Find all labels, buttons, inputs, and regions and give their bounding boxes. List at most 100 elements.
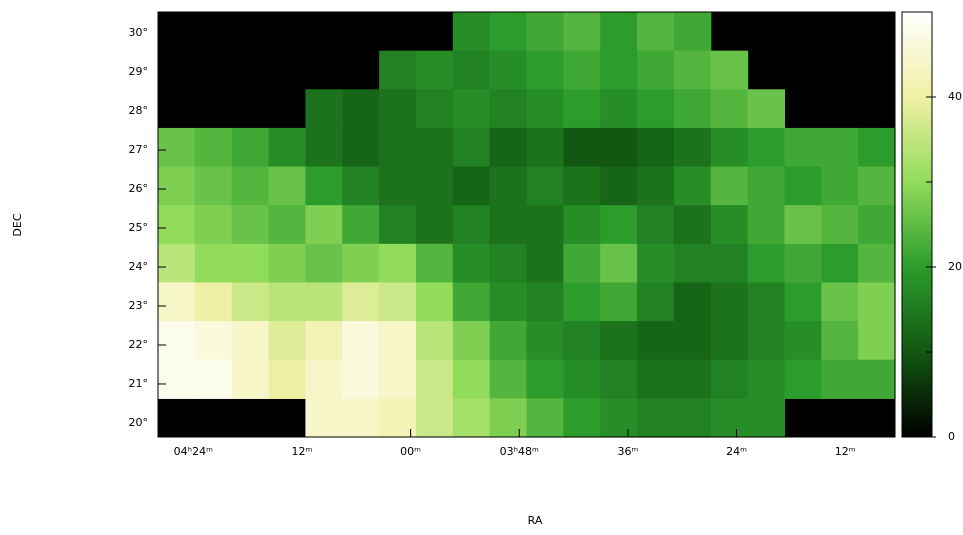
heatmap-cell xyxy=(415,205,454,245)
heatmap-cell xyxy=(379,166,417,206)
heatmap-cell xyxy=(415,398,454,438)
heatmap-cell xyxy=(489,359,528,399)
heatmap-cell xyxy=(526,243,564,284)
y-tick-label: 29° xyxy=(129,65,149,78)
heatmap-cell xyxy=(194,359,233,399)
heatmap-cell xyxy=(673,359,712,399)
heatmap-cell xyxy=(821,205,859,245)
x-axis-title: RA xyxy=(528,514,543,527)
heatmap-cell xyxy=(821,127,859,168)
heatmap-cell xyxy=(600,166,638,206)
heatmap-cell xyxy=(379,205,417,245)
heatmap-cell xyxy=(710,359,749,399)
heatmap-cell xyxy=(673,282,712,322)
heatmap-cell xyxy=(673,89,712,129)
heatmap-cell xyxy=(637,243,675,284)
heatmap-cell xyxy=(747,243,786,284)
heatmap-cell xyxy=(452,12,491,52)
heatmap-cell xyxy=(673,12,712,52)
heatmap-cell xyxy=(747,282,786,322)
heatmap-cell xyxy=(710,321,749,361)
heatmap-cell xyxy=(231,205,270,245)
heatmap-cell xyxy=(821,321,859,361)
heatmap-cell xyxy=(673,398,712,438)
heatmap-cell xyxy=(452,398,491,438)
heatmap-cell xyxy=(305,398,343,438)
heatmap-cell xyxy=(858,282,896,322)
heatmap-cell xyxy=(784,359,822,399)
heatmap-cell xyxy=(231,243,270,284)
heatmap-cell xyxy=(452,282,491,322)
heatmap-cell xyxy=(305,127,343,168)
heatmap-cell xyxy=(342,282,380,322)
heatmap-cell xyxy=(747,127,786,168)
heatmap-cell xyxy=(268,243,306,284)
heatmap-cell xyxy=(710,282,749,322)
heatmap-cell xyxy=(710,127,749,168)
colorbar-tick-label: 0 xyxy=(948,430,955,443)
heatmap-cell xyxy=(600,127,638,168)
heatmap-cell xyxy=(784,166,822,206)
heatmap-cell xyxy=(379,89,417,129)
heatmap-cell xyxy=(489,12,528,52)
heatmap-cell xyxy=(858,321,896,361)
x-tick-label: 00ᵐ xyxy=(400,445,421,458)
heatmap-cell xyxy=(784,205,822,245)
x-tick-label: 04ʰ24ᵐ xyxy=(174,445,213,458)
heatmap-cell xyxy=(747,398,786,438)
heatmap-cell xyxy=(452,50,491,90)
heatmap-cell xyxy=(673,127,712,168)
heatmap-cell xyxy=(194,321,233,361)
heatmap-cell xyxy=(600,398,638,438)
x-tick-label: 03ʰ48ᵐ xyxy=(500,445,539,458)
heatmap-cell xyxy=(305,205,343,245)
heatmap-cell xyxy=(563,359,601,399)
heatmap-cell xyxy=(526,89,564,129)
x-tick-label: 24ᵐ xyxy=(726,445,747,458)
heatmap-cell xyxy=(268,321,306,361)
heatmap-cell xyxy=(637,12,675,52)
heatmap-cell xyxy=(710,166,749,206)
heatmap-cell xyxy=(563,282,601,322)
heatmap-cell xyxy=(858,359,896,399)
heatmap-cell xyxy=(858,243,896,284)
heatmap-cell xyxy=(821,282,859,322)
heatmap-cell xyxy=(452,205,491,245)
heatmap-cell xyxy=(710,50,749,90)
heatmap-cell xyxy=(747,359,786,399)
y-axis-title: DEC xyxy=(11,213,24,236)
heatmap-cell xyxy=(194,166,233,206)
heatmap-cell xyxy=(268,166,306,206)
y-tick-label: 21° xyxy=(129,377,149,390)
heatmap-cell xyxy=(379,359,417,399)
heatmap-cell xyxy=(194,282,233,322)
heatmap-cell xyxy=(305,282,343,322)
heatmap-cell xyxy=(489,166,528,206)
heatmap-cell xyxy=(600,205,638,245)
heatmap-cell xyxy=(673,205,712,245)
heatmap-cell xyxy=(563,166,601,206)
heatmap-cell xyxy=(600,243,638,284)
heatmap-cell xyxy=(784,321,822,361)
heatmap-cell xyxy=(268,205,306,245)
heatmap-cell xyxy=(342,205,380,245)
heatmap-cell xyxy=(637,89,675,129)
heatmap-cell xyxy=(489,282,528,322)
heatmap-cell xyxy=(342,127,380,168)
heatmap-cell xyxy=(452,359,491,399)
heatmap-cell xyxy=(784,127,822,168)
heatmap-cell xyxy=(526,359,564,399)
heatmap-cell xyxy=(600,321,638,361)
heatmap-cell xyxy=(194,205,233,245)
heatmap-cell xyxy=(415,243,454,284)
heatmap-cell xyxy=(747,89,786,129)
heatmap-cell xyxy=(305,166,343,206)
heatmap-cell xyxy=(158,127,196,168)
heatmap-cell xyxy=(526,205,564,245)
heatmap-cell xyxy=(637,50,675,90)
heatmap-cell xyxy=(379,127,417,168)
heatmap-cell xyxy=(637,205,675,245)
heatmap-cell xyxy=(489,89,528,129)
heatmap-cell xyxy=(526,50,564,90)
heatmap-cell xyxy=(158,359,196,399)
